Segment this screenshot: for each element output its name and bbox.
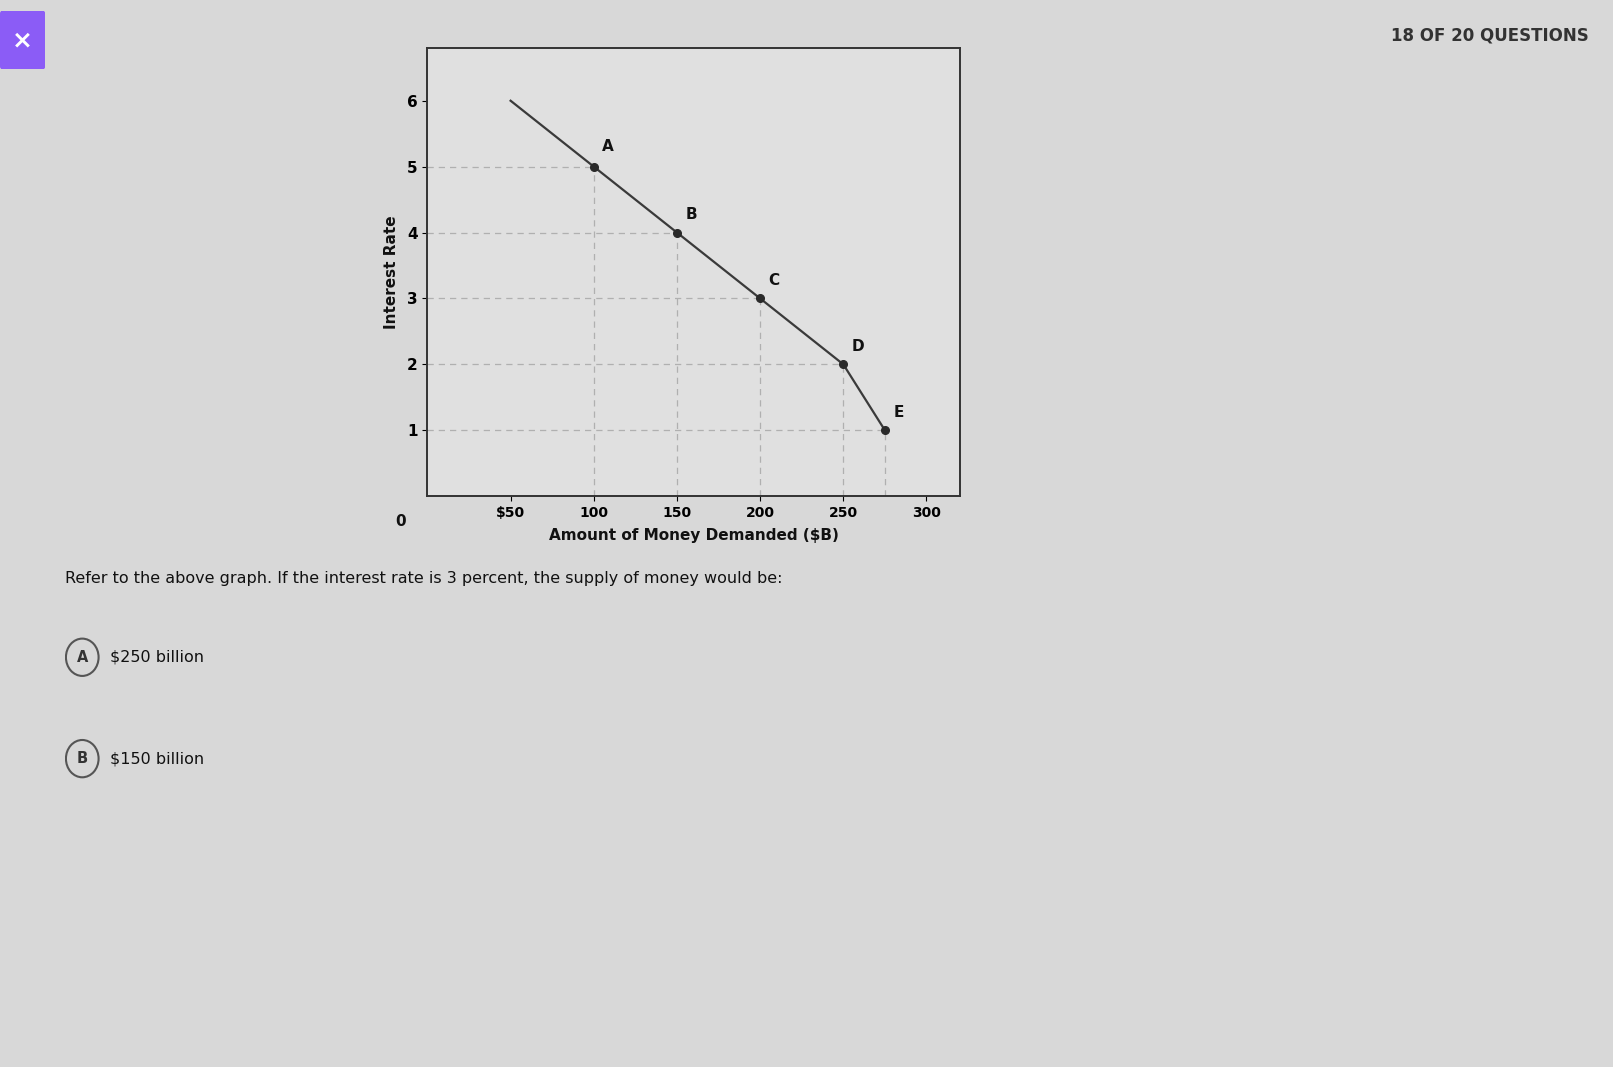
X-axis label: Amount of Money Demanded ($B): Amount of Money Demanded ($B) (548, 528, 839, 543)
Text: A: A (602, 139, 615, 154)
Text: 0: 0 (395, 513, 406, 528)
FancyBboxPatch shape (0, 11, 45, 69)
Text: Refer to the above graph. If the interest rate is 3 percent, the supply of money: Refer to the above graph. If the interes… (65, 571, 782, 586)
Text: $150 billion: $150 billion (110, 751, 203, 766)
Text: D: D (852, 339, 865, 354)
Text: 18 OF 20 QUESTIONS: 18 OF 20 QUESTIONS (1390, 27, 1589, 45)
Text: B: B (77, 751, 87, 766)
Text: ×: × (11, 28, 34, 52)
Y-axis label: Interest Rate: Interest Rate (384, 216, 398, 329)
Text: A: A (76, 650, 89, 665)
Text: $250 billion: $250 billion (110, 650, 203, 665)
Text: C: C (768, 273, 779, 288)
Text: E: E (894, 405, 903, 420)
Text: B: B (686, 207, 697, 222)
